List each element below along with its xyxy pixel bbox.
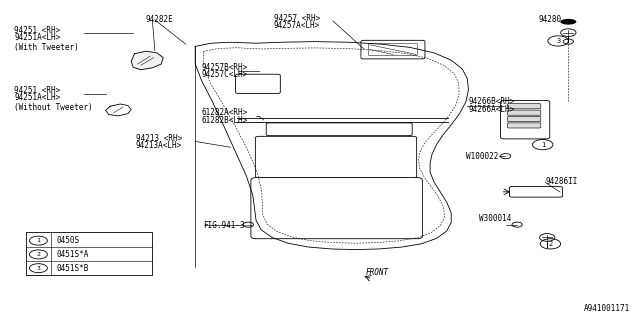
Text: (Without Tweeter): (Without Tweeter) <box>14 103 93 112</box>
FancyBboxPatch shape <box>508 123 541 128</box>
Text: 94257B<RH>: 94257B<RH> <box>202 63 248 72</box>
Text: 94251A<LH>: 94251A<LH> <box>14 93 60 102</box>
Text: 94282E: 94282E <box>146 15 173 24</box>
FancyBboxPatch shape <box>508 116 541 122</box>
FancyBboxPatch shape <box>251 178 422 239</box>
Text: 1: 1 <box>36 238 40 243</box>
Text: 2: 2 <box>36 252 40 257</box>
Text: 3: 3 <box>556 38 560 44</box>
Text: 94213 <RH>: 94213 <RH> <box>136 134 182 143</box>
FancyBboxPatch shape <box>369 44 417 56</box>
Text: 94286II: 94286II <box>545 177 578 186</box>
Text: 1: 1 <box>541 142 545 148</box>
Text: FRONT: FRONT <box>366 268 389 277</box>
Text: 94257C<LH>: 94257C<LH> <box>202 70 248 79</box>
Text: 94266A<LH>: 94266A<LH> <box>468 105 515 114</box>
FancyBboxPatch shape <box>255 136 417 178</box>
Text: 3: 3 <box>36 266 40 271</box>
Text: 94251A<LH>: 94251A<LH> <box>14 33 60 42</box>
FancyBboxPatch shape <box>508 110 541 115</box>
Text: A941001171: A941001171 <box>584 304 630 313</box>
Bar <box>26 232 152 275</box>
Text: 61282B<LH>: 61282B<LH> <box>202 116 248 124</box>
Polygon shape <box>131 51 163 70</box>
Ellipse shape <box>561 19 577 25</box>
FancyBboxPatch shape <box>361 40 425 59</box>
Text: 94251 <RH>: 94251 <RH> <box>14 86 60 95</box>
Text: 0450S: 0450S <box>56 236 79 245</box>
Text: 0451S*A: 0451S*A <box>56 250 89 259</box>
FancyBboxPatch shape <box>509 187 563 197</box>
Text: (With Tweeter): (With Tweeter) <box>14 43 79 52</box>
Text: 61282A<RH>: 61282A<RH> <box>202 108 248 117</box>
FancyBboxPatch shape <box>500 100 550 139</box>
FancyBboxPatch shape <box>236 74 280 93</box>
Text: 94251 <RH>: 94251 <RH> <box>14 26 60 35</box>
FancyBboxPatch shape <box>266 123 412 136</box>
Text: 94280: 94280 <box>539 15 562 24</box>
Text: W100022: W100022 <box>466 152 499 161</box>
Text: 94213A<LH>: 94213A<LH> <box>136 141 182 150</box>
Text: 94266B<RH>: 94266B<RH> <box>468 97 515 106</box>
Text: 94257 <RH>: 94257 <RH> <box>274 14 320 23</box>
Text: 2: 2 <box>548 241 552 247</box>
Text: 94257A<LH>: 94257A<LH> <box>274 21 320 30</box>
Text: FIG.941-3: FIG.941-3 <box>204 221 245 230</box>
Text: 0451S*B: 0451S*B <box>56 264 89 273</box>
FancyBboxPatch shape <box>508 104 541 109</box>
Text: W300014: W300014 <box>479 214 511 223</box>
